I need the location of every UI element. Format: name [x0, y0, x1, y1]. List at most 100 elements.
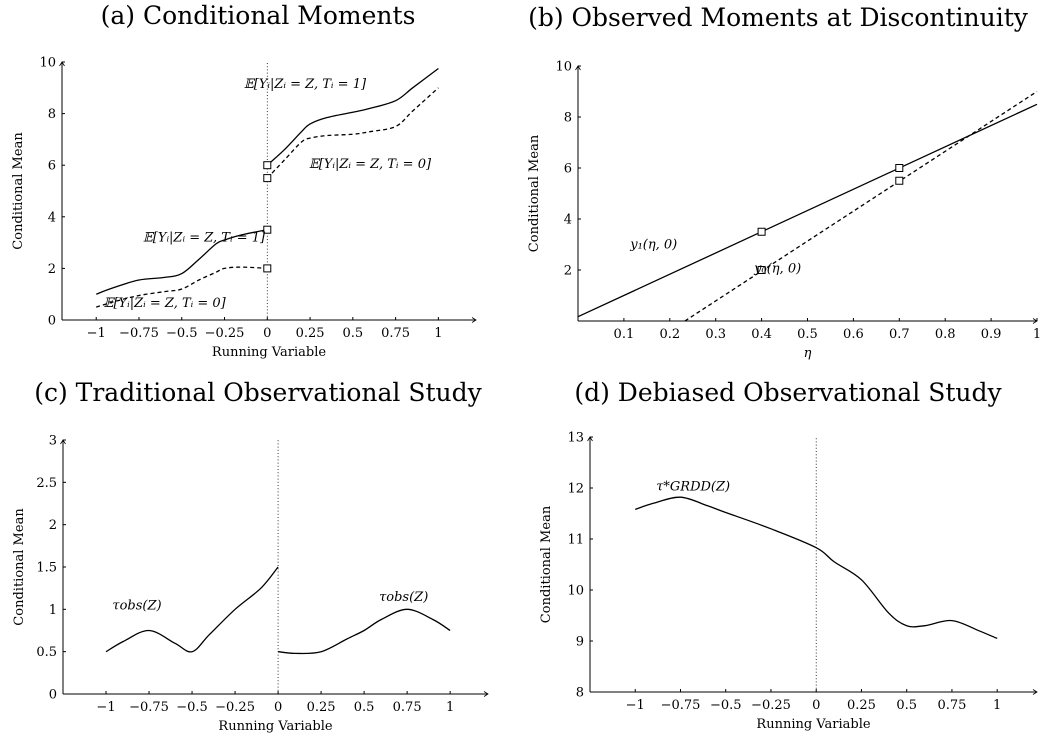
panel-title: (d) Debiased Observational Study	[574, 378, 1002, 407]
x-axis-arrow	[1032, 689, 1038, 695]
series-line	[266, 87, 439, 179]
curve-annotation: y₀(η, 0)	[753, 262, 801, 277]
x-tick-label: 0.7	[889, 327, 910, 342]
x-tick-label: 0.25	[307, 700, 336, 715]
curve-annotation: τobs(Z)	[379, 590, 428, 605]
x-tick-label: −0.75	[119, 326, 159, 341]
data-marker	[263, 174, 272, 183]
panel-a: (a) Conditional Moments −1 −0.75 −0.5 −0.25 0…	[11, 1, 477, 360]
data-marker	[895, 164, 904, 172]
y-tick-label: 2	[48, 262, 56, 277]
x-tick-label: 0.75	[937, 698, 966, 713]
x-tick-label: 0.25	[847, 698, 876, 713]
x-tick-label: 0.25	[296, 326, 325, 341]
curve-annotation: τ*GRDD(Z)	[656, 480, 730, 495]
y-tick-label: 3	[49, 434, 57, 449]
y-tick-label: 12	[567, 482, 584, 497]
y-tick-label: 2	[49, 518, 57, 533]
x-tick-label: −0.75	[661, 698, 701, 713]
x-tick-label: 0.5	[342, 326, 363, 341]
panel-b: (b) Observed Moments at Discontinuity 0.1…	[527, 3, 1041, 361]
series-line	[266, 67, 439, 166]
x-tick-label: 1	[434, 326, 442, 341]
y-tick-label: 11	[567, 533, 584, 548]
data-marker	[263, 264, 272, 273]
y-axis-label: Conditional Mean	[12, 508, 27, 626]
x-tick-label: 0.5	[354, 700, 375, 715]
y-tick-label: 8	[48, 107, 56, 122]
panel-title: (c) Traditional Observational Study	[34, 378, 482, 407]
x-tick-label: 0.1	[614, 327, 635, 342]
y-tick-label: 10	[555, 60, 572, 75]
y-tick-label: 4	[564, 213, 572, 228]
y-tick-label: 1	[49, 603, 57, 618]
x-tick-label: −0.5	[710, 698, 742, 713]
series-line	[96, 266, 268, 308]
x-tick-label: −1	[626, 698, 645, 713]
x-tick-label: −0.25	[215, 700, 255, 715]
series-line	[577, 103, 1038, 318]
x-tick-label: 0.5	[896, 698, 917, 713]
y-tick-label: 0	[48, 314, 56, 329]
data-marker	[757, 266, 766, 274]
y-tick-label: 13	[567, 431, 584, 446]
y-tick-label: 8	[564, 111, 572, 126]
series-line	[278, 608, 451, 655]
x-tick-label: 0.3	[705, 327, 726, 342]
x-axis-label: Running Variable	[212, 345, 326, 360]
panel-title: (b) Observed Moments at Discontinuity	[528, 3, 1029, 32]
x-tick-label: 0.9	[981, 327, 1002, 342]
y-tick-label: 10	[39, 56, 56, 71]
y-tick-label: 10	[567, 584, 584, 599]
data-marker	[263, 161, 272, 170]
curve-annotation: 𝔼[Yᵢ|Zᵢ = Z, Tᵢ = 0]	[104, 296, 227, 311]
y-tick-label: 2	[564, 264, 572, 279]
x-tick-label: 0.2	[659, 327, 680, 342]
x-tick-label: 0	[274, 700, 282, 715]
series-line	[684, 90, 1038, 322]
x-tick-label: −1	[87, 326, 106, 341]
series-line	[105, 566, 279, 653]
panel-c: (c) Traditional Observational Study −1 −0.…	[12, 378, 489, 734]
x-tick-label: 0.75	[381, 326, 410, 341]
x-tick-label: 0.4	[751, 327, 772, 342]
y-axis-label: Conditional Mean	[11, 132, 26, 250]
x-tick-label: 1	[446, 700, 454, 715]
y-axis-label: Conditional Mean	[527, 134, 542, 252]
x-tick-label: −0.25	[205, 326, 245, 341]
y-tick-label: 4	[48, 210, 56, 225]
x-tick-label: 0.8	[935, 327, 956, 342]
series-line	[95, 229, 268, 295]
x-tick-label: −0.25	[751, 698, 791, 713]
x-axis-label: η	[804, 346, 812, 361]
x-tick-label: −1	[96, 700, 115, 715]
curve-annotation: τobs(Z)	[112, 598, 161, 613]
curve-annotation: 𝔼[Yᵢ|Zᵢ = Z, Tᵢ = 1]	[143, 230, 266, 245]
y-tick-label: 6	[564, 162, 572, 177]
y-tick-label: 9	[576, 635, 584, 650]
x-tick-label: 1	[993, 698, 1001, 713]
data-marker	[757, 227, 766, 236]
x-tick-label: 0	[812, 698, 820, 713]
y-tick-label: 6	[48, 159, 56, 174]
y-tick-label: 2.5	[36, 476, 57, 491]
x-tick-label: −0.5	[166, 326, 198, 341]
x-tick-label: −0.5	[176, 700, 208, 715]
x-axis-arrow	[483, 691, 489, 697]
series-line	[634, 496, 998, 640]
x-axis-label: Running Variable	[756, 717, 870, 732]
x-tick-label: 0.75	[393, 700, 422, 715]
x-axis-arrow	[471, 317, 477, 323]
curve-annotation: y₁(η, 0)	[629, 237, 677, 252]
y-tick-label: 1.5	[36, 561, 57, 576]
data-marker	[895, 176, 904, 185]
x-tick-label: 0	[263, 326, 271, 341]
x-tick-label: 0.5	[797, 327, 818, 342]
curve-annotation: 𝔼[Yᵢ|Zᵢ = Z, Tᵢ = 1]	[244, 77, 367, 92]
y-tick-label: 8	[576, 686, 584, 701]
x-axis-label: Running Variable	[218, 719, 332, 734]
panel-title: (a) Conditional Moments	[101, 1, 416, 30]
panel-d: (d) Debiased Observational Study−1 −0.75−…	[539, 378, 1038, 732]
x-tick-label: 0.6	[843, 327, 864, 342]
